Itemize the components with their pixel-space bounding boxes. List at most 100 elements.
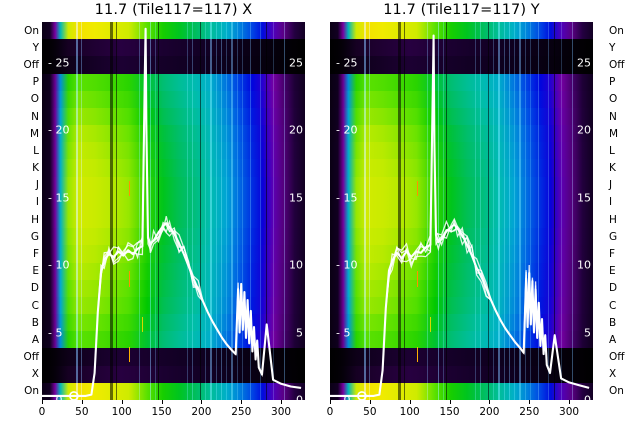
heatmap-row [330,125,593,143]
rfi-streak [571,22,574,400]
rfi-streak [220,22,223,400]
heatmap-panel-y[interactable]: - 0 0 - 5 5 - 10 10 - 15 15 - 20 20 - 25 25 [330,22,593,400]
rfi-streak [537,22,539,400]
flagged-channel [199,22,202,400]
inner-y-tick-label: 25 [577,56,591,69]
pixel-artifact [416,271,419,287]
tile-label: G [30,230,39,243]
heatmap-row [42,125,305,143]
flagged-channel [110,22,113,400]
inner-y-tick-label: - 20 [48,123,70,137]
tile-label: K [32,161,39,174]
tile-label: K [609,161,616,174]
heatmap-row [330,262,593,281]
rfi-streak [529,22,531,400]
rfi-streak [369,22,371,400]
flagged-channel [157,22,159,400]
tile-label: H [609,213,617,226]
tile-label: Off [23,350,40,363]
inner-y-tick-label: 20 [289,123,303,137]
heatmap-row [330,22,593,40]
flagged-channel [398,22,401,400]
rfi-streak [427,22,429,400]
x-tick-mark [42,400,43,404]
pixel-artifact [416,347,419,363]
x-axis-panel-y: 0 50 100 150 200 250 300 [327,400,593,440]
heatmap-row [42,211,305,229]
tile-label: Y [32,41,39,54]
tile-labels-right: On Y Off P O N M L K J I H G F E D C B A Off X On [606,22,640,400]
tile-label: Y [609,41,616,54]
heatmap-row [42,107,305,126]
inner-y-tick-label: - 25 [336,56,358,69]
heatmap-row [330,159,593,178]
tile-label: N [31,110,39,123]
inner-y-tick-label: 10 [577,258,591,272]
inner-y-tick-label: - 10 [336,258,358,272]
tile-label: E [609,264,616,277]
x-tick-mark [241,400,243,404]
heatmap-row [42,262,305,281]
tile-label: H [31,213,39,226]
baseline-marker [69,391,79,400]
x-tick-label: 100 [111,406,132,418]
inner-y-tick-label: - 5 [48,326,63,339]
inner-y-tick-label: - 5 [336,326,351,339]
rfi-streak [226,22,228,400]
x-axis-panel-x: 0 50 100 150 200 250 300 [39,400,305,440]
rfi-streak [215,22,217,400]
white-overlay-trace [42,27,302,400]
heatmap-row [330,211,593,229]
tile-label: F [32,247,39,260]
heatmap-row [330,107,593,126]
heatmap-panel-x[interactable]: - 0 0 - 5 5 - 10 10 - 15 15 - 20 20 - 25 25 [42,22,305,400]
heatmap-row [330,90,593,109]
rfi-streak [231,22,233,400]
tile-label: P [609,75,616,88]
tile-labels-left: On Y Off P O N M L K J I H G F E D C B A Off X On [8,22,42,400]
pixel-artifact [128,180,131,196]
tile-label: B [609,316,617,329]
tile-label: On [24,24,39,37]
rfi-streak [548,22,550,400]
rfi-streak [364,22,366,400]
tile-label: X [609,367,617,380]
flagged-channel [115,22,117,400]
rfi-streak [191,22,194,400]
tile-label: I [35,196,39,209]
panel-title-x: 11.7 (Tile117=117) X [94,2,253,18]
pixel-artifact [416,180,419,196]
flagged-channel [403,22,405,400]
heatmap-row [42,382,305,400]
heatmap-row [42,22,305,40]
inner-y-tick-label: 10 [289,258,303,272]
heatmap-row [330,193,593,212]
rfi-streak [479,22,482,400]
tile-label: On [24,385,39,398]
pixel-artifact [128,271,131,287]
x-tick-label: 300 [559,406,580,418]
x-tick-label: 250 [231,406,252,418]
panel-title-y: 11.7 (Tile117=117) Y [383,2,540,18]
heatmap-row [330,176,593,195]
flagged-channel [487,22,490,400]
tile-label: D [609,282,618,295]
heatmap-row [42,142,305,161]
x-tick-label: 250 [519,406,540,418]
x-tick-mark [569,400,571,404]
rfi-streak [519,22,521,400]
inner-y-tick-label: - 15 [48,191,70,204]
tile-label: A [609,333,617,346]
rfi-streak [210,22,212,400]
tile-label: C [31,299,39,312]
inner-y-tick-label: - 25 [48,56,70,69]
tile-label: N [609,110,617,123]
flagged-channel [553,22,555,400]
rfi-streak [149,22,152,400]
x-tick-mark [529,400,531,404]
rfi-streak [81,22,83,400]
rfi-streak [236,22,238,400]
pixel-artifact [128,347,131,363]
x-tick-mark [489,400,491,404]
rfi-streak [186,22,188,400]
